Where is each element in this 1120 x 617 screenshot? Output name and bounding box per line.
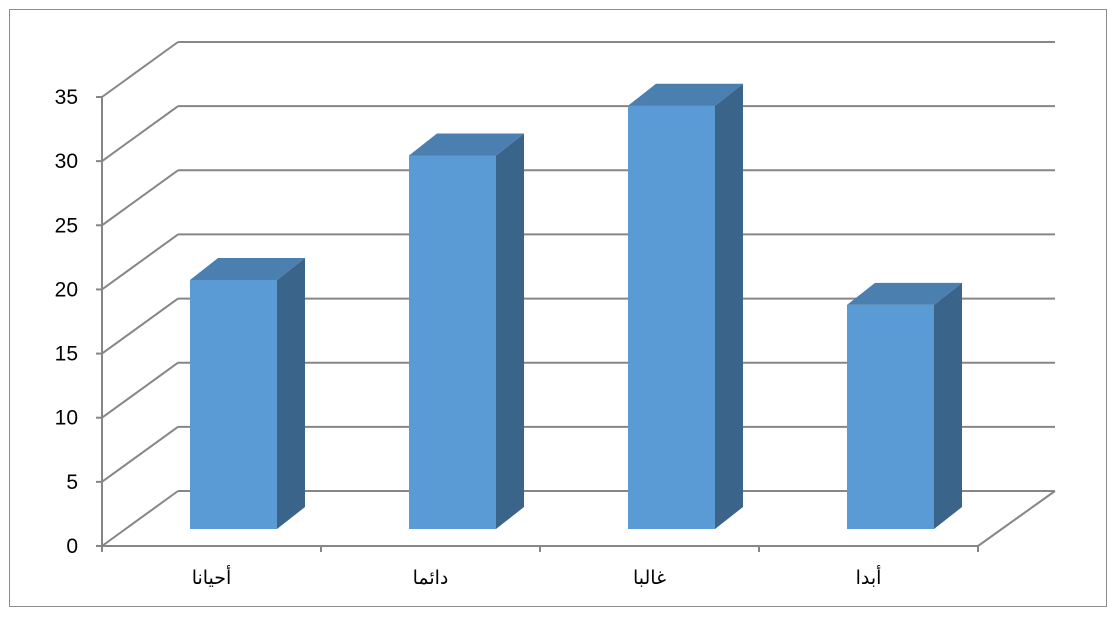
bar-top — [628, 83, 743, 106]
y-tick-label: 35 — [55, 86, 78, 109]
y-tick-label: 20 — [55, 278, 78, 301]
y-tick-label: 15 — [55, 343, 78, 366]
gridline-side — [101, 297, 179, 355]
bar-front — [409, 155, 496, 529]
x-category-label: أبدا — [856, 565, 882, 589]
bar-top — [847, 282, 962, 305]
gridline-side — [101, 426, 179, 483]
bar-side — [715, 83, 743, 529]
bar-side — [277, 258, 305, 529]
bar-1 — [409, 133, 524, 529]
bar-side — [934, 282, 962, 529]
bar-side — [496, 133, 524, 529]
bar-front — [190, 280, 277, 529]
bars — [190, 83, 962, 529]
bar-front — [847, 304, 934, 529]
x-category-label: غالبا — [633, 568, 666, 589]
x-category-label: دائما — [413, 568, 449, 589]
bar-3 — [847, 282, 962, 529]
gridline-side — [101, 361, 179, 419]
floor-edge — [977, 490, 1056, 547]
gridline-side — [101, 233, 179, 291]
bar-top — [190, 258, 305, 280]
bar-0 — [190, 258, 305, 529]
y-tick-label: 30 — [55, 150, 78, 173]
bar-2 — [628, 83, 743, 529]
floor-side-edge — [101, 490, 179, 547]
gridline-side — [101, 41, 179, 98]
y-tick-label: 25 — [55, 214, 78, 237]
gridline-side — [101, 169, 179, 227]
x-category-label: أحيانا — [192, 565, 232, 589]
y-tick-label: 10 — [55, 407, 78, 430]
axes — [96, 96, 1056, 552]
gridline-side — [101, 105, 179, 162]
labels: 0 5 10 15 20 25 30 35 أحيانا دائما غالبا أبدا — [55, 86, 882, 589]
y-tick-label: 5 — [66, 471, 78, 494]
bar-front — [628, 105, 715, 529]
y-tick-label: 0 — [66, 535, 78, 558]
bar-top — [409, 133, 524, 156]
